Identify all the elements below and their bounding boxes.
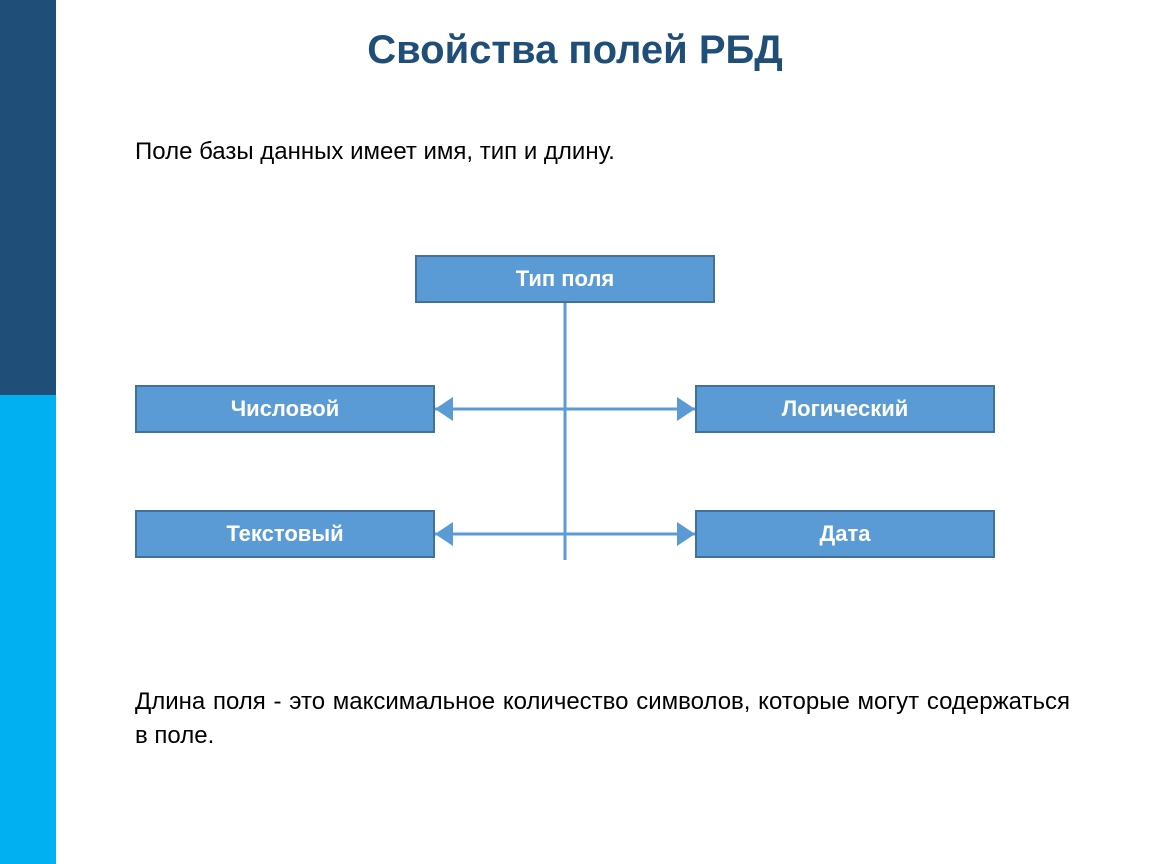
child-box-0-label: Числовой	[231, 396, 340, 422]
child-box-1: Логический	[695, 385, 995, 433]
slide-bottom-text: Длина поля - это максимальное количество…	[135, 685, 1070, 752]
child-box-1-label: Логический	[782, 396, 909, 422]
field-type-diagram: Тип поля Числовой Логический Текстовый Д…	[0, 255, 1150, 605]
slide-subtitle: Поле базы данных имеет имя, тип и длину.	[135, 138, 615, 166]
child-box-0: Числовой	[135, 385, 435, 433]
root-box: Тип поля	[415, 255, 715, 303]
child-box-2: Текстовый	[135, 510, 435, 558]
child-box-2-label: Текстовый	[226, 521, 343, 547]
child-box-3-label: Дата	[820, 521, 871, 547]
slide-title: Свойства полей РБД	[0, 28, 1150, 73]
child-box-3: Дата	[695, 510, 995, 558]
root-box-label: Тип поля	[516, 266, 615, 292]
